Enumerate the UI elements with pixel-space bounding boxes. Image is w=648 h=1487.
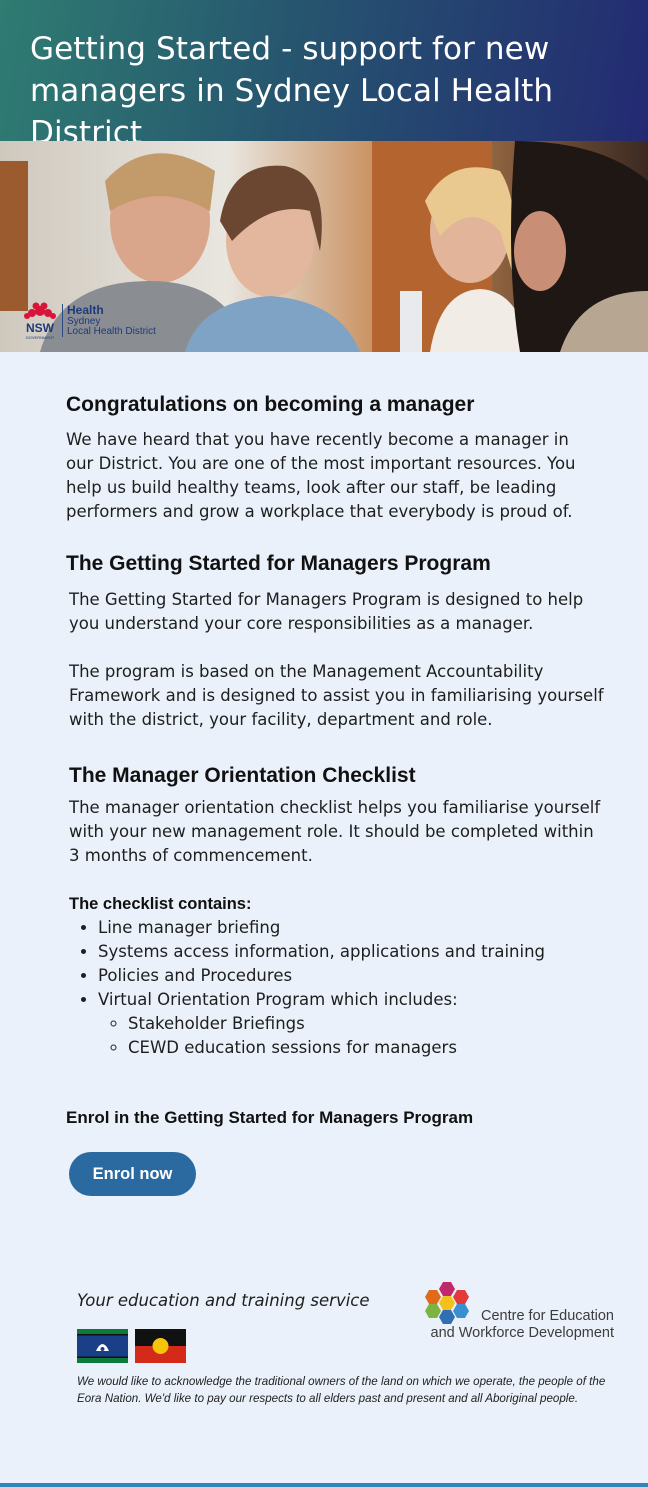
nsw-wordmark: NSW — [26, 321, 54, 335]
sub-list: Stakeholder Briefings CEWD education ses… — [98, 1012, 628, 1060]
torres-strait-flag-icon — [77, 1329, 128, 1363]
waratah-logo-icon — [24, 302, 56, 319]
section-heading-checklist: The Manager Orientation Checklist — [69, 764, 416, 787]
list-item: Line manager briefing — [98, 916, 628, 940]
program-para-2: The program is based on the Management A… — [69, 662, 604, 729]
page-title: Getting Started - support for new manage… — [30, 31, 554, 151]
checklist-body: The manager orientation checklist helps … — [69, 798, 601, 865]
enrol-heading: Enrol in the Getting Started for Manager… — [66, 1108, 474, 1127]
list-item: Systems access information, applications… — [98, 940, 628, 964]
hero-image: NSW GOVERNMENT Health Sydney Local Healt… — [0, 141, 648, 352]
government-wordmark: GOVERNMENT — [25, 335, 55, 340]
section-heading-program: The Getting Started for Managers Program — [66, 552, 491, 575]
cewd-name: Centre for Education and Workforce Devel… — [426, 1308, 615, 1342]
cewd-name-line1: Centre for Education — [481, 1308, 614, 1324]
logo-line-sydney: Sydney — [67, 316, 101, 327]
program-para-1: The Getting Started for Managers Program… — [69, 590, 584, 633]
acknowledgement-of-country: We would like to acknowledge the traditi… — [77, 1375, 606, 1405]
nsw-health-logo: NSW GOVERNMENT Health Sydney Local Healt… — [22, 301, 156, 340]
checklist-list: Line manager briefing Systems access inf… — [68, 916, 628, 1060]
aboriginal-flag-icon — [135, 1329, 186, 1363]
enrol-now-button[interactable]: Enrol now — [69, 1152, 196, 1196]
cewd-hexagon-logo-icon — [425, 1282, 469, 1324]
section-heading-congratulations: Congratulations on becoming a manager — [66, 393, 475, 416]
list-item: Virtual Orientation Program which includ… — [98, 988, 628, 1060]
health-district-name: Health Sydney Local Health District — [62, 304, 156, 337]
tagline: Your education and training service — [77, 1291, 370, 1310]
checklist-label: The checklist contains: — [69, 895, 252, 913]
congratulations-body: We have heard that you have recently bec… — [66, 430, 576, 521]
logo-line-district: Local Health District — [67, 326, 156, 337]
bottom-accent-bar — [0, 1483, 648, 1487]
list-item-text: Virtual Orientation Program which includ… — [98, 990, 458, 1009]
page-header: Getting Started - support for new manage… — [0, 0, 648, 151]
hero-photo — [0, 141, 648, 352]
logo-line-health: Health — [67, 303, 104, 317]
cewd-name-line2: and Workforce Development — [430, 1325, 615, 1341]
sub-list-item: Stakeholder Briefings — [128, 1012, 628, 1036]
flags — [77, 1329, 186, 1363]
list-item: Policies and Procedures — [98, 964, 628, 988]
sub-list-item: CEWD education sessions for managers — [128, 1036, 628, 1060]
